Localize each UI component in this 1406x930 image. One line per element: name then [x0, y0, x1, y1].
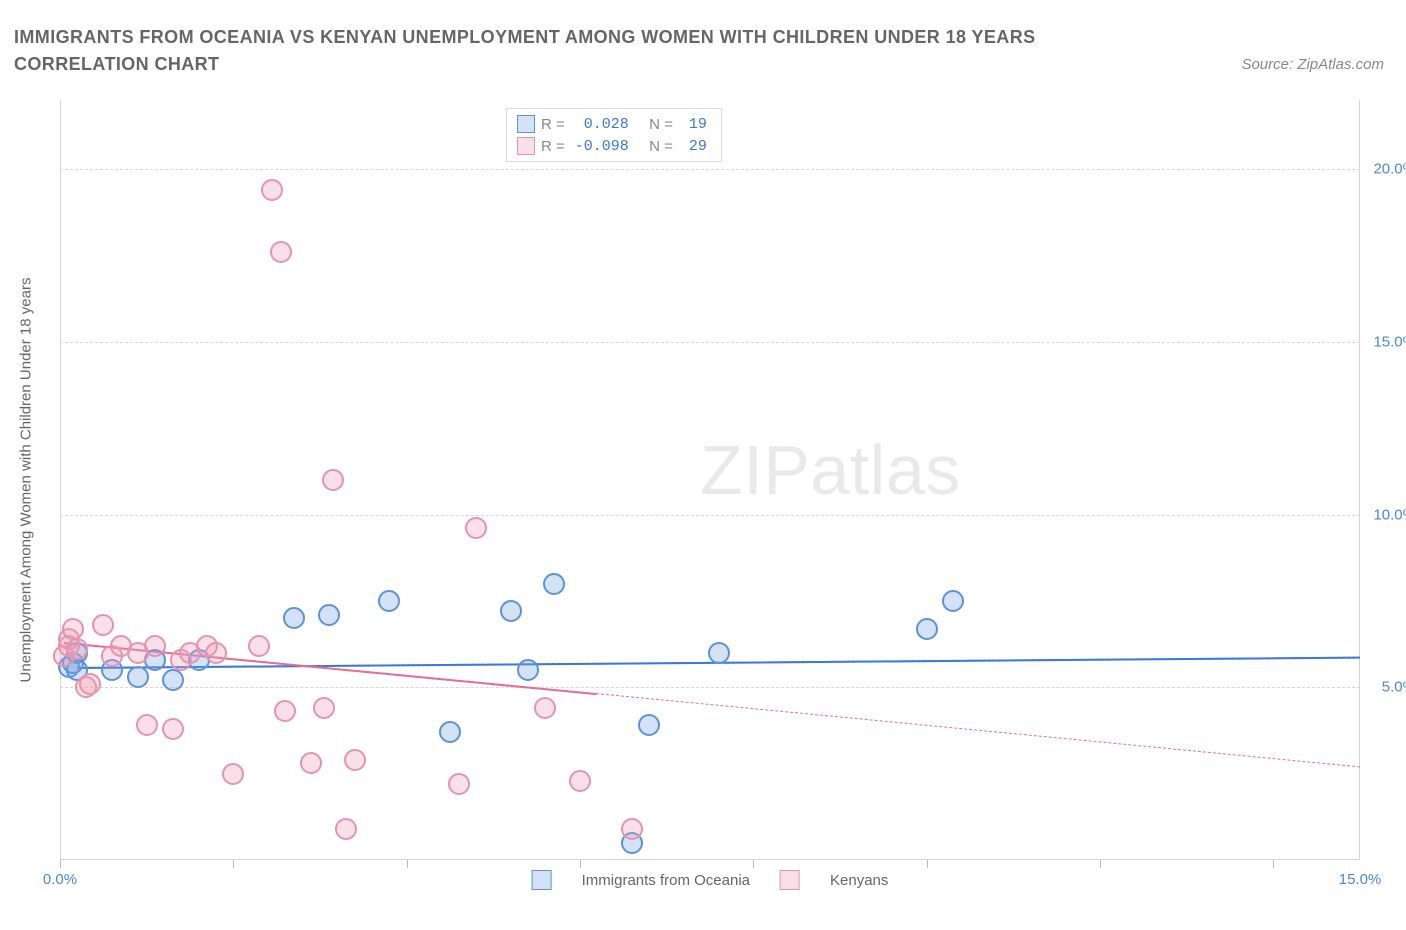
source-text: Source: ZipAtlas.com [1241, 56, 1384, 73]
x-tick [927, 860, 928, 868]
data-point [322, 469, 344, 491]
legend-stats: R = 0.028 N = 19R = -0.098 N = 29 [506, 108, 722, 162]
data-point [205, 642, 227, 664]
data-point [500, 600, 522, 622]
data-point [708, 642, 730, 664]
data-point [439, 721, 461, 743]
data-point [222, 763, 244, 785]
data-point [344, 749, 366, 771]
y-axis-label: Unemployment Among Women with Children U… [18, 278, 35, 683]
legend-swatch [780, 870, 800, 890]
data-point [127, 666, 149, 688]
x-tick [60, 860, 61, 868]
watermark: ZIPatlas [700, 430, 961, 510]
data-point [378, 590, 400, 612]
gridline [60, 169, 1360, 170]
data-point [162, 669, 184, 691]
x-tick [1100, 860, 1101, 868]
axis-bottom [60, 859, 1360, 860]
x-tick-label: 15.0% [1339, 871, 1382, 888]
y-tick-label: 10.0% [1373, 506, 1406, 523]
data-point [569, 770, 591, 792]
data-point [261, 179, 283, 201]
data-point [274, 700, 296, 722]
data-point [162, 718, 184, 740]
axis-right [1359, 100, 1360, 860]
legend-swatch [517, 137, 535, 155]
data-point [270, 241, 292, 263]
y-tick-label: 20.0% [1373, 161, 1406, 178]
chart-title: IMMIGRANTS FROM OCEANIA VS KENYAN UNEMPL… [14, 24, 1146, 78]
data-point [66, 638, 88, 660]
legend-label: Immigrants from Oceania [582, 872, 750, 889]
data-point [621, 818, 643, 840]
data-point [136, 714, 158, 736]
data-point [543, 573, 565, 595]
data-point [335, 818, 357, 840]
x-tick [580, 860, 581, 868]
data-point [448, 773, 470, 795]
data-point [283, 607, 305, 629]
x-tick [1273, 860, 1274, 868]
data-point [517, 659, 539, 681]
x-tick [407, 860, 408, 868]
data-point [62, 618, 84, 640]
data-point [318, 604, 340, 626]
gridline [60, 687, 1360, 688]
axis-left [60, 100, 61, 860]
data-point [79, 673, 101, 695]
chart-plot-area: Unemployment Among Women with Children U… [60, 100, 1360, 860]
x-tick [233, 860, 234, 868]
y-tick-label: 15.0% [1373, 333, 1406, 350]
legend-label: Kenyans [830, 872, 888, 889]
data-point [144, 635, 166, 657]
legend-series: Immigrants from Oceania Kenyans [532, 870, 889, 890]
data-point [465, 517, 487, 539]
data-point [942, 590, 964, 612]
data-point [92, 614, 114, 636]
legend-stat-row: R = 0.028 N = 19 [517, 113, 707, 135]
y-tick-label: 5.0% [1382, 679, 1406, 696]
legend-stat-row: R = -0.098 N = 29 [517, 135, 707, 157]
legend-swatch [532, 870, 552, 890]
data-point [300, 752, 322, 774]
data-point [638, 714, 660, 736]
x-tick [753, 860, 754, 868]
x-tick-label: 0.0% [43, 871, 77, 888]
data-point [534, 697, 556, 719]
gridline [60, 515, 1360, 516]
data-point [916, 618, 938, 640]
data-point [248, 635, 270, 657]
legend-swatch [517, 115, 535, 133]
data-point [313, 697, 335, 719]
gridline [60, 342, 1360, 343]
